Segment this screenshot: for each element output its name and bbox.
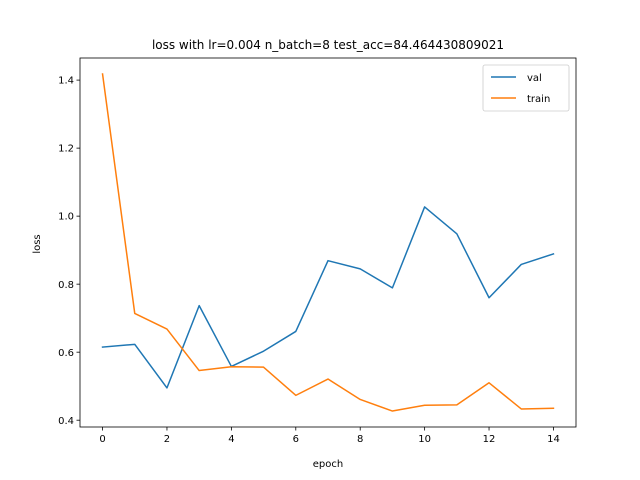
y-tick-label: 0.6 — [58, 348, 74, 359]
chart-title: loss with lr=0.004 n_batch=8 test_acc=84… — [152, 38, 504, 52]
axes-frame — [79, 57, 577, 428]
y-tick-label: 1.4 — [58, 76, 74, 87]
x-tick-label: 8 — [357, 434, 363, 445]
legend-box — [482, 64, 570, 112]
x-tick-label: 10 — [418, 434, 431, 445]
series-line-val — [101, 206, 555, 389]
x-tick-label: 6 — [293, 434, 299, 445]
x-tick-label: 0 — [99, 434, 105, 445]
y-tick-label: 1.2 — [58, 144, 74, 155]
legend-label-train: train — [527, 94, 550, 105]
y-tick-label: 1.0 — [58, 212, 74, 223]
x-axis-label: epoch — [313, 459, 343, 470]
x-tick-label: 14 — [547, 434, 560, 445]
x-tick-label: 12 — [483, 434, 496, 445]
legend: val train — [482, 64, 570, 112]
plot-area: 0 2 4 6 8 10 12 14 0.4 0.6 0.8 1.0 1.2 1.4 val train — [58, 57, 577, 445]
y-tick-label: 0.4 — [58, 416, 74, 427]
series-line-train — [101, 73, 555, 412]
y-tick-label: 0.8 — [58, 280, 74, 291]
x-tick-label: 4 — [228, 434, 234, 445]
legend-label-val: val — [527, 73, 542, 84]
x-tick-label: 2 — [164, 434, 170, 445]
y-axis-label: loss — [32, 234, 43, 253]
